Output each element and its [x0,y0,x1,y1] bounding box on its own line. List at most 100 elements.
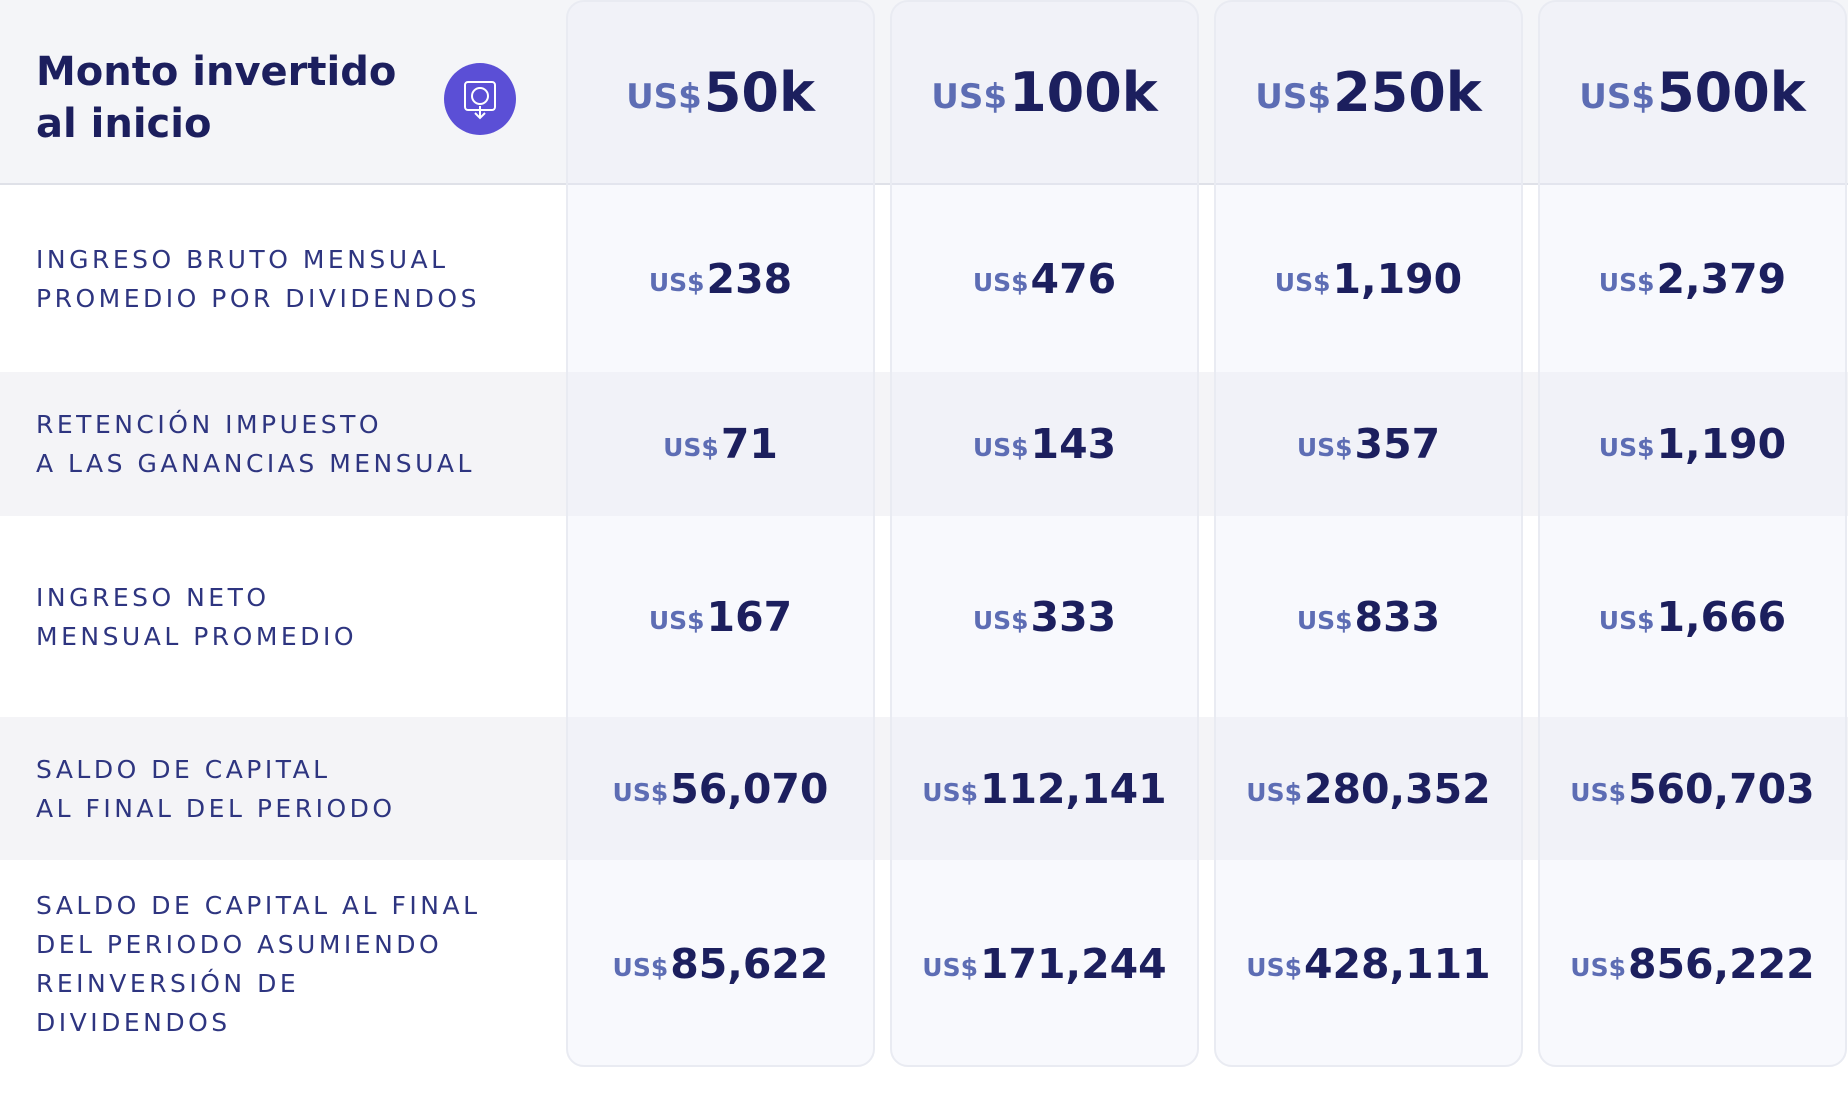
currency: US$ [1296,605,1353,635]
amount: 85,622 [670,939,829,988]
amount: 250k [1333,61,1482,124]
amount: 280,352 [1303,764,1491,813]
amount: 238 [706,254,793,303]
value-cell: US$ 143 [890,372,1199,516]
header-band [0,0,1848,185]
label-line: DEL PERIODO ASUMIENDO [36,929,443,959]
value-cell: US$ 560,703 [1538,717,1847,860]
amount: 1,190 [1656,420,1787,468]
value-cell: US$ 1,666 [1538,516,1847,717]
label-line: RETENCIÓN IMPUESTO [36,410,383,439]
amount: 357 [1354,420,1441,468]
currency: US$ [612,777,669,807]
amount: 50k [703,61,815,124]
amount: 2,379 [1656,254,1787,303]
value-cell: US$ 71 [566,372,875,516]
label-line: INGRESO NETO [36,582,270,612]
value-cell: US$ 112,141 [890,717,1199,860]
value-cell: US$ 50k [566,0,875,185]
column-card [1214,0,1523,1067]
currency: US$ [972,267,1029,297]
label-line: SALDO DE CAPITAL [36,754,331,784]
amount: 833 [1354,592,1441,641]
currency: US$ [1246,952,1302,982]
currency: US$ [1570,777,1626,807]
amount: 56,070 [670,764,829,813]
currency: US$ [931,77,1008,118]
amount: 476 [1030,254,1117,303]
currency: US$ [1246,777,1302,807]
label-line: SALDO DE CAPITAL AL FINAL [36,890,481,920]
amount: 500k [1657,61,1806,124]
amount: 71 [720,420,778,468]
value-cell: US$ 85,622 [566,860,875,1067]
currency: US$ [972,605,1029,635]
label-line: INGRESO BRUTO MENSUAL [36,244,449,274]
currency: US$ [1296,433,1353,463]
value-cell: US$ 171,244 [890,860,1199,1067]
row-band [0,717,1848,860]
label-line: AL FINAL DEL PERIODO [36,793,396,823]
row-label: INGRESO NETO MENSUAL PROMEDIO [36,516,357,717]
value-cell: US$ 100k [890,0,1199,185]
amount: 560,703 [1627,764,1815,813]
label-line: MENSUAL PROMEDIO [36,621,358,651]
column-card [890,0,1199,1067]
amount: 143 [1030,420,1117,468]
currency: US$ [922,777,978,807]
value-cell: US$ 333 [890,516,1199,717]
currency: US$ [663,433,719,463]
value-cell: US$ 56,070 [566,717,875,860]
money-icon [444,63,516,135]
amount: 1,666 [1656,592,1787,641]
currency: US$ [1598,267,1655,297]
value-cell: US$ 500k [1538,0,1847,185]
value-cell: US$ 476 [890,185,1199,372]
value-cell: US$ 2,379 [1538,185,1847,372]
value-cell: US$ 167 [566,516,875,717]
amount: 167 [706,592,793,641]
currency: US$ [1274,267,1331,297]
amount: 112,141 [979,764,1167,813]
amount: 100k [1009,61,1158,124]
currency: US$ [922,952,978,982]
amount: 1,190 [1332,254,1463,303]
header-title: Monto invertido al inicio [36,46,396,150]
value-cell: US$ 280,352 [1214,717,1523,860]
currency: US$ [1570,952,1626,982]
currency: US$ [626,77,702,118]
currency: US$ [1579,77,1656,118]
label-line: PROMEDIO POR DIVIDENDOS [36,283,480,313]
column-card [566,0,875,1067]
currency: US$ [648,267,705,297]
amount: 171,244 [979,939,1167,988]
value-cell: US$ 357 [1214,372,1523,516]
row-label: SALDO DE CAPITAL AL FINAL DEL PERIODO [36,717,396,860]
value-cell: US$ 856,222 [1538,860,1847,1067]
value-cell: US$ 1,190 [1214,185,1523,372]
value-cell: US$ 250k [1214,0,1523,185]
amount: 428,111 [1303,939,1491,988]
row-label: INGRESO BRUTO MENSUAL PROMEDIO POR DIVIDE… [36,185,480,372]
amount: 333 [1030,592,1117,641]
column-card [1538,0,1847,1067]
currency: US$ [1598,433,1655,463]
label-line: DIVIDENDOS [36,1007,231,1037]
value-cell: US$ 428,111 [1214,860,1523,1067]
label-line: REINVERSIÓN DE [36,968,300,998]
title-line: Monto invertido [36,49,397,95]
currency: US$ [612,952,669,982]
currency: US$ [972,433,1029,463]
currency: US$ [1255,77,1332,118]
row-label: RETENCIÓN IMPUESTO A LAS GANANCIAS MENSUA… [36,372,475,516]
row-band [0,372,1848,516]
label-line: A LAS GANANCIAS MENSUAL [36,449,475,478]
currency: US$ [648,605,705,635]
value-cell: US$ 1,190 [1538,372,1847,516]
amount: 856,222 [1627,939,1815,988]
title-line: al inicio [36,101,212,147]
row-label: SALDO DE CAPITAL AL FINAL DEL PERIODO ASU… [36,860,481,1067]
value-cell: US$ 238 [566,185,875,372]
value-cell: US$ 833 [1214,516,1523,717]
